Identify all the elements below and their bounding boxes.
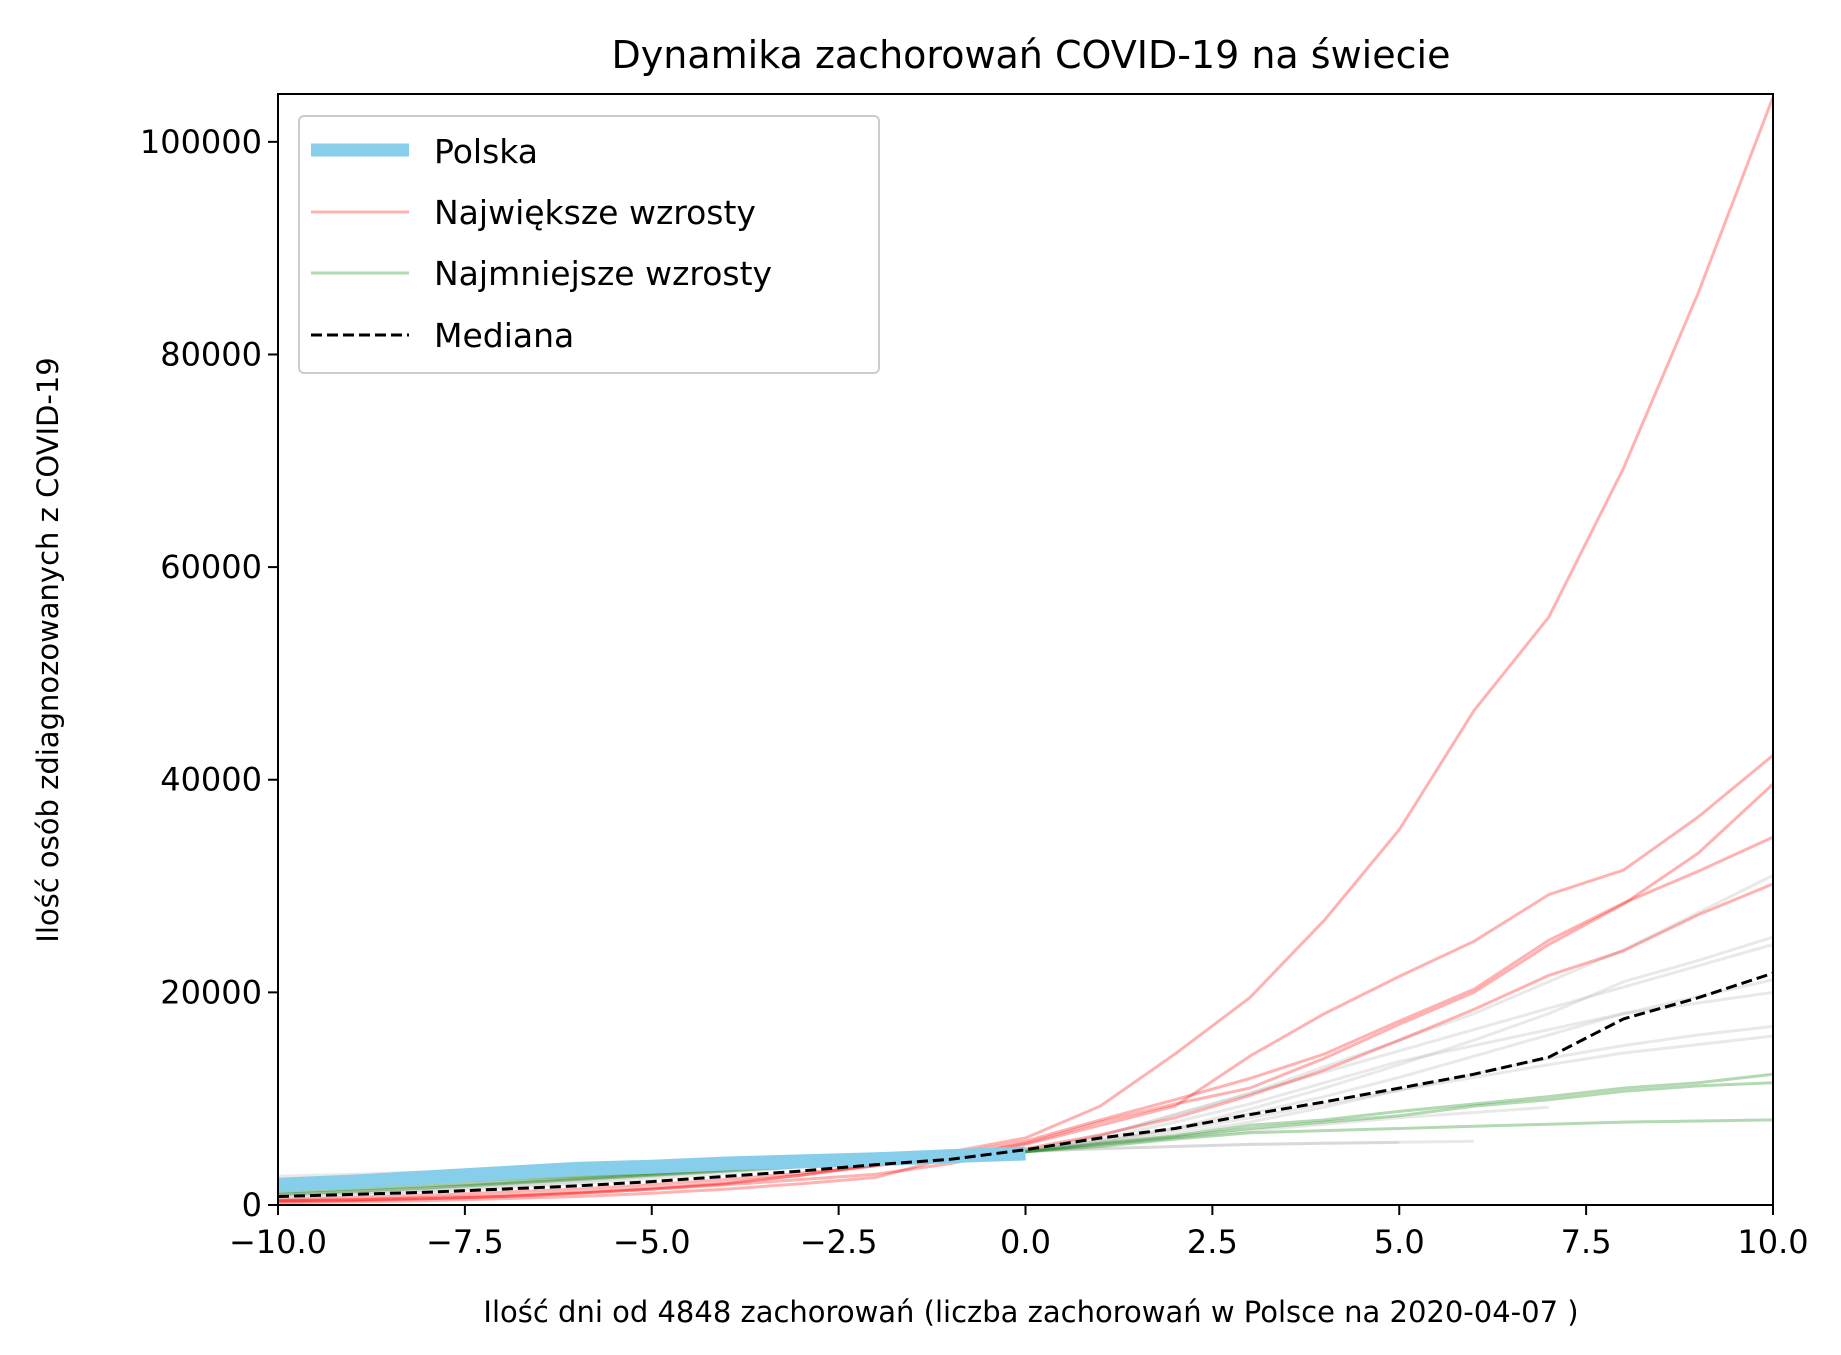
- y-tick-label: 0: [242, 1186, 262, 1224]
- x-axis-ticks: −10.0 −7.5 −5.0 −2.5 0.0 2.5 5.0 7.5 10.0: [229, 1205, 1809, 1261]
- y-tick-label: 60000: [160, 548, 262, 586]
- series-line-smallest-17: [277, 1118, 1774, 1196]
- series-line-other-9: [277, 978, 1774, 1198]
- x-tick-label: 7.5: [1561, 1223, 1612, 1261]
- y-tick-label: 40000: [160, 761, 262, 799]
- series-line-median-19: [277, 971, 1774, 1198]
- legend-label-median: Mediana: [434, 316, 574, 355]
- series-line-largest-10: [277, 96, 1775, 1204]
- y-axis-label: Ilość osób zdiagnozowanych z COVID-19: [31, 357, 65, 942]
- series-line-largest-12: [277, 782, 1775, 1205]
- y-tick-label: 20000: [160, 973, 262, 1011]
- y-tick-label: 80000: [160, 335, 262, 373]
- series-line-polska-18: [277, 1146, 1026, 1192]
- series-line-smallest-16: [277, 1081, 1774, 1194]
- x-tick-label: 2.5: [1187, 1223, 1238, 1261]
- x-tick-label: 0.0: [1000, 1223, 1051, 1261]
- legend-label-polska: Polska: [434, 132, 538, 171]
- series-line-largest-11: [277, 835, 1774, 1203]
- chart-title: Dynamika zachorowań COVID-19 na świecie: [612, 33, 1451, 77]
- x-axis-label: Ilość dni od 4848 zachorowań (liczba zac…: [483, 1295, 1578, 1329]
- legend: Polska Największe wzrosty Najmniejsze wz…: [298, 115, 880, 374]
- legend-label-smallest: Najmniejsze wzrosty: [434, 254, 772, 293]
- y-axis-ticks: 0 20000 40000 60000 80000 100000: [140, 123, 278, 1224]
- legend-box: [298, 115, 880, 374]
- x-tick-label: −2.5: [800, 1223, 878, 1261]
- x-tick-label: −5.0: [613, 1223, 691, 1261]
- x-tick-label: 5.0: [1374, 1223, 1425, 1261]
- x-tick-label: 10.0: [1737, 1223, 1808, 1261]
- y-tick-label: 100000: [140, 123, 262, 161]
- x-tick-label: −10.0: [229, 1223, 327, 1261]
- legend-label-largest: Największe wzrosty: [434, 193, 756, 232]
- series-line-largest-14: [277, 882, 1774, 1203]
- series-line-largest-13: [277, 754, 1774, 1202]
- x-tick-label: −7.5: [426, 1223, 504, 1261]
- series-layer: [277, 96, 1775, 1205]
- series-line-other-2: [277, 990, 1774, 1194]
